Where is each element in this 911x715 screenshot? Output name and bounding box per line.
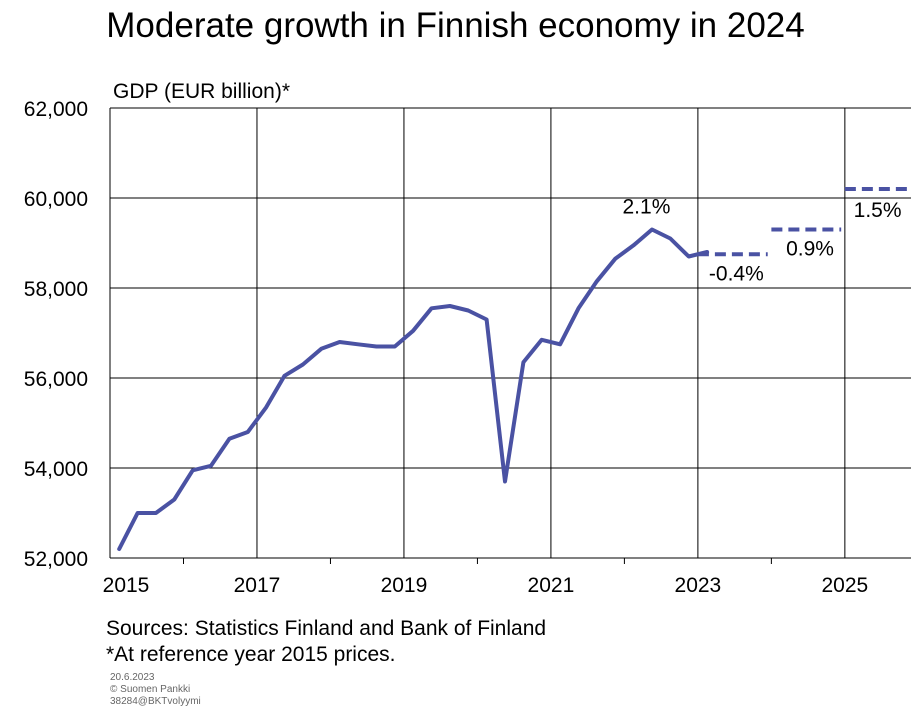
series-layer — [117, 187, 911, 551]
sources-text: Sources: Statistics Finland and Bank of … — [106, 617, 547, 640]
label-layer: -0.4% 0.9% 1.5% 2.1% — [623, 196, 902, 286]
chart-footer: Sources: Statistics Finland and Bank of … — [106, 616, 546, 668]
y-axis-label: GDP (EUR billion)* — [113, 80, 290, 103]
x-tick-label: 2021 — [528, 574, 575, 597]
grid-layer — [110, 107, 911, 559]
y-tick-label: 54,000 — [24, 458, 88, 481]
forecast-label: -0.4% — [709, 262, 764, 285]
x-tick-label: 2023 — [675, 574, 722, 597]
axis-layer: 52,000 54,000 56,000 58,000 60,000 62,000 2015… — [24, 98, 868, 597]
price-note: *At reference year 2015 prices. — [106, 643, 396, 666]
growth-annotation: 2.1% — [623, 196, 671, 219]
forecast-label: 1.5% — [854, 199, 902, 222]
y-tick-label: 60,000 — [24, 188, 88, 211]
y-tick-label: 56,000 — [24, 368, 88, 391]
x-tick-label: 2025 — [822, 574, 869, 597]
chart-title: Moderate growth in Finnish economy in 20… — [106, 6, 805, 45]
y-tick-label: 58,000 — [24, 278, 88, 301]
x-tick-label: 2019 — [381, 574, 428, 597]
y-tick-label: 62,000 — [24, 98, 88, 121]
chart-code: 38284@BKTvolyymi — [110, 696, 201, 707]
x-tick-label: 2015 — [103, 574, 150, 597]
x-tick-label: 2017 — [234, 574, 281, 597]
publication-date: 20.6.2023 — [110, 672, 155, 683]
y-tick-label: 52,000 — [24, 548, 88, 571]
copyright-text: © Suomen Pankki — [110, 684, 191, 695]
gdp-line — [117, 227, 710, 551]
forecast-label: 0.9% — [786, 238, 834, 261]
gdp-line-chart: 52,000 54,000 56,000 58,000 60,000 62,000 2015… — [24, 98, 911, 597]
chart-meta: 20.6.2023 © Suomen Pankki 38284@BKTvolyy… — [110, 672, 201, 708]
